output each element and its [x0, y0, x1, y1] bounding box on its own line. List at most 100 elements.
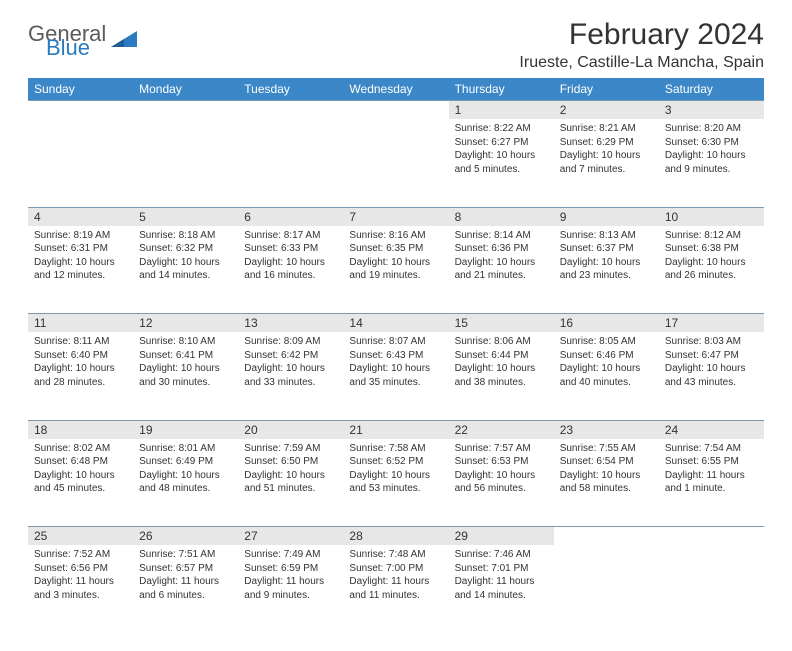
daylight-text: Daylight: 10 hours and 53 minutes. [349, 469, 442, 496]
day-content-cell: Sunrise: 7:51 AMSunset: 6:57 PMDaylight:… [133, 545, 238, 633]
day-number-row: 123 [28, 101, 764, 120]
sunrise-text: Sunrise: 8:09 AM [244, 335, 337, 349]
sunrise-text: Sunrise: 8:02 AM [34, 442, 127, 456]
sunset-text: Sunset: 6:27 PM [455, 136, 548, 150]
sunset-text: Sunset: 6:40 PM [34, 349, 127, 363]
sunrise-text: Sunrise: 8:11 AM [34, 335, 127, 349]
daylight-text: Daylight: 11 hours and 1 minute. [665, 469, 758, 496]
sunrise-text: Sunrise: 8:10 AM [139, 335, 232, 349]
sunset-text: Sunset: 6:54 PM [560, 455, 653, 469]
sunset-text: Sunset: 6:30 PM [665, 136, 758, 150]
day-content-cell: Sunrise: 8:11 AMSunset: 6:40 PMDaylight:… [28, 332, 133, 420]
day-header: Tuesday [238, 78, 343, 101]
day-number-cell: 12 [133, 314, 238, 333]
day-content-cell: Sunrise: 8:21 AMSunset: 6:29 PMDaylight:… [554, 119, 659, 207]
sunrise-text: Sunrise: 7:48 AM [349, 548, 442, 562]
day-content-row: Sunrise: 8:19 AMSunset: 6:31 PM Daylight:… [28, 226, 764, 314]
day-number-cell [28, 101, 133, 120]
logo-triangle-icon [111, 29, 137, 56]
sunrise-text: Sunrise: 7:54 AM [665, 442, 758, 456]
day-number-cell: 29 [449, 527, 554, 546]
sunrise-text: Sunrise: 7:46 AM [455, 548, 548, 562]
day-number-row: 45678910 [28, 207, 764, 226]
day-header-row: SundayMondayTuesdayWednesdayThursdayFrid… [28, 78, 764, 101]
day-content-cell: Sunrise: 8:13 AMSunset: 6:37 PMDaylight:… [554, 226, 659, 314]
daylight-text: Daylight: 10 hours and 7 minutes. [560, 149, 653, 176]
sunset-text: Sunset: 6:50 PM [244, 455, 337, 469]
day-content-cell: Sunrise: 8:09 AMSunset: 6:42 PMDaylight:… [238, 332, 343, 420]
sunrise-text: Sunrise: 7:58 AM [349, 442, 442, 456]
day-number-cell: 19 [133, 420, 238, 439]
sunset-text: Sunset: 6:55 PM [665, 455, 758, 469]
day-content-cell [659, 545, 764, 633]
day-content-row: Sunrise: 8:22 AMSunset: 6:27 PMDaylight:… [28, 119, 764, 207]
daylight-text: Daylight: 10 hours and 43 minutes. [665, 362, 758, 389]
sunset-text: Sunset: 6:37 PM [560, 242, 653, 256]
day-content-cell: Sunrise: 8:18 AMSunset: 6:32 PMDaylight:… [133, 226, 238, 314]
day-number-cell: 24 [659, 420, 764, 439]
sunset-text: Sunset: 6:47 PM [665, 349, 758, 363]
sunrise-text: Sunrise: 8:12 AM [665, 229, 758, 243]
day-content-row: Sunrise: 8:02 AMSunset: 6:48 PM Daylight:… [28, 439, 764, 527]
sunset-text: Sunset: 6:41 PM [139, 349, 232, 363]
sunset-text: Sunset: 6:48 PM [34, 455, 127, 469]
sunrise-text: Sunrise: 8:22 AM [455, 122, 548, 136]
day-content-cell: Sunrise: 7:58 AMSunset: 6:52 PMDaylight:… [343, 439, 448, 527]
sunset-text: Sunset: 6:36 PM [455, 242, 548, 256]
day-number-cell [133, 101, 238, 120]
day-number-cell: 9 [554, 207, 659, 226]
day-number-row: 11121314151617 [28, 314, 764, 333]
sunrise-text: Sunrise: 8:01 AM [139, 442, 232, 456]
day-number-cell: 7 [343, 207, 448, 226]
day-number-cell [554, 527, 659, 546]
sunrise-text: Sunrise: 8:18 AM [139, 229, 232, 243]
sunset-text: Sunset: 6:31 PM [34, 242, 127, 256]
sunset-text: Sunset: 6:49 PM [139, 455, 232, 469]
sunset-text: Sunset: 6:38 PM [665, 242, 758, 256]
day-content-cell: Sunrise: 8:10 AMSunset: 6:41 PMDaylight:… [133, 332, 238, 420]
sunrise-text: Sunrise: 8:03 AM [665, 335, 758, 349]
day-number-cell: 26 [133, 527, 238, 546]
sunrise-text: Sunrise: 7:59 AM [244, 442, 337, 456]
day-content-cell: Sunrise: 8:02 AMSunset: 6:48 PMDaylight:… [28, 439, 133, 527]
day-number-cell: 27 [238, 527, 343, 546]
daylight-text: Daylight: 10 hours and 48 minutes. [139, 469, 232, 496]
day-number-cell: 22 [449, 420, 554, 439]
day-number-cell: 8 [449, 207, 554, 226]
sunrise-text: Sunrise: 7:57 AM [455, 442, 548, 456]
day-content-cell: Sunrise: 7:55 AMSunset: 6:54 PMDaylight:… [554, 439, 659, 527]
daylight-text: Daylight: 10 hours and 33 minutes. [244, 362, 337, 389]
daylight-text: Daylight: 10 hours and 19 minutes. [349, 256, 442, 283]
sunrise-text: Sunrise: 8:19 AM [34, 229, 127, 243]
sunset-text: Sunset: 6:43 PM [349, 349, 442, 363]
day-content-cell: Sunrise: 8:12 AMSunset: 6:38 PMDaylight:… [659, 226, 764, 314]
day-header: Thursday [449, 78, 554, 101]
day-number-cell: 20 [238, 420, 343, 439]
sunset-text: Sunset: 6:35 PM [349, 242, 442, 256]
day-header: Monday [133, 78, 238, 101]
sunset-text: Sunset: 6:42 PM [244, 349, 337, 363]
sunrise-text: Sunrise: 8:05 AM [560, 335, 653, 349]
daylight-text: Daylight: 10 hours and 40 minutes. [560, 362, 653, 389]
day-number-cell: 2 [554, 101, 659, 120]
day-content-cell: Sunrise: 8:01 AMSunset: 6:49 PMDaylight:… [133, 439, 238, 527]
day-number-cell: 6 [238, 207, 343, 226]
day-content-cell [343, 119, 448, 207]
sunrise-text: Sunrise: 7:52 AM [34, 548, 127, 562]
logo: General Blue [28, 18, 137, 58]
day-content-cell: Sunrise: 8:03 AMSunset: 6:47 PMDaylight:… [659, 332, 764, 420]
day-content-cell: Sunrise: 8:14 AMSunset: 6:36 PMDaylight:… [449, 226, 554, 314]
day-number-cell: 5 [133, 207, 238, 226]
day-number-cell: 14 [343, 314, 448, 333]
day-content-cell: Sunrise: 7:49 AMSunset: 6:59 PMDaylight:… [238, 545, 343, 633]
daylight-text: Daylight: 10 hours and 30 minutes. [139, 362, 232, 389]
sunrise-text: Sunrise: 8:14 AM [455, 229, 548, 243]
day-number-row: 18192021222324 [28, 420, 764, 439]
daylight-text: Daylight: 10 hours and 26 minutes. [665, 256, 758, 283]
daylight-text: Daylight: 10 hours and 5 minutes. [455, 149, 548, 176]
day-number-cell: 21 [343, 420, 448, 439]
sunrise-text: Sunrise: 8:20 AM [665, 122, 758, 136]
sunset-text: Sunset: 6:57 PM [139, 562, 232, 576]
daylight-text: Daylight: 10 hours and 58 minutes. [560, 469, 653, 496]
sunrise-text: Sunrise: 7:55 AM [560, 442, 653, 456]
